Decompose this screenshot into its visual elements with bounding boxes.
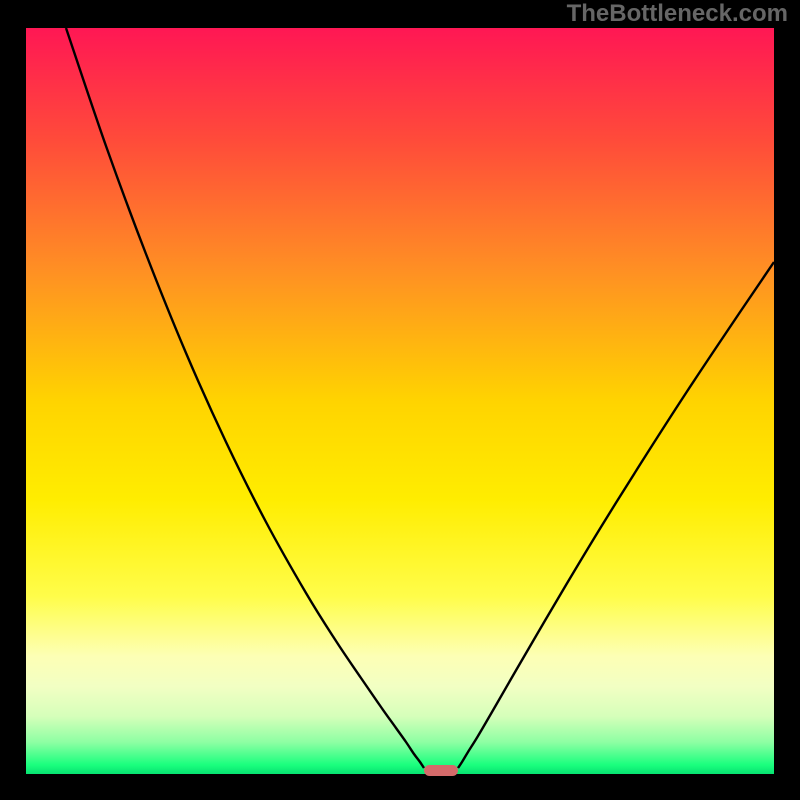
bottleneck-chart: TheBottleneck.com — [0, 0, 800, 800]
chart-svg — [0, 0, 800, 800]
plot-background — [26, 28, 774, 776]
bottleneck-marker — [424, 765, 458, 776]
watermark-text: TheBottleneck.com — [567, 0, 788, 28]
